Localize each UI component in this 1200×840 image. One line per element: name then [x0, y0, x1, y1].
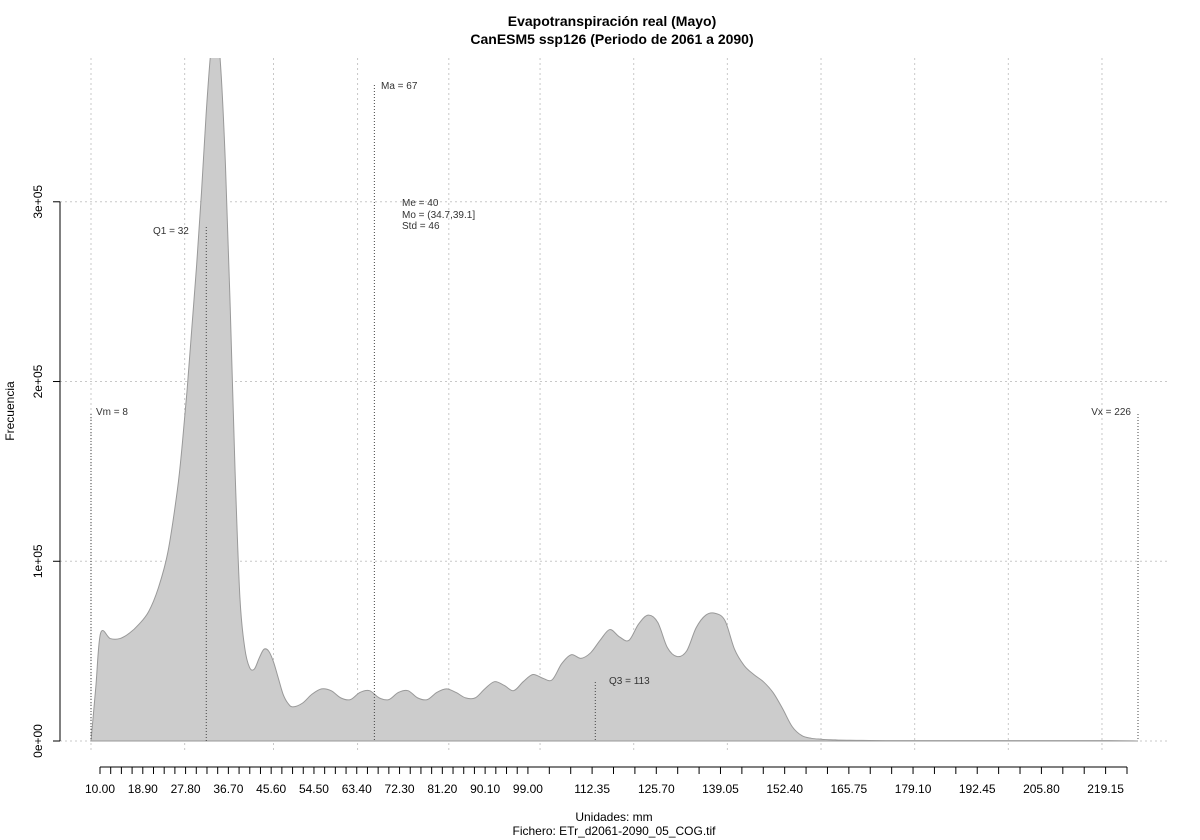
x-tick-label: 112.35 [574, 782, 610, 796]
x-tick-label: 90.10 [470, 782, 500, 796]
x-tick-label: 45.60 [256, 782, 286, 796]
y-tick-label: 2e+05 [31, 364, 45, 398]
statistic-lines [90, 85, 1139, 741]
x-tick-label: 205.80 [1023, 782, 1060, 796]
grid-lines [60, 58, 1170, 750]
ann-vx: Vx = 226 [1091, 407, 1131, 418]
ann-me: Me = 40 [402, 198, 439, 209]
density-area [90, 58, 1139, 742]
x-tick-label: 27.80 [171, 782, 201, 796]
x-tick-label: 192.45 [959, 782, 996, 796]
x-tick-label: 139.05 [702, 782, 739, 796]
y-tick-label: 1e+05 [31, 544, 45, 578]
x-tick-label: 165.75 [831, 782, 868, 796]
x-tick-label: 36.70 [213, 782, 243, 796]
x-tick-label: 99.00 [513, 782, 543, 796]
axes: 0e+00 1e+05 2e+05 3e+05 10.00 18.90 27.80 36.70… [31, 185, 1128, 796]
ann-q1: Q1 = 32 [153, 226, 189, 237]
chart-subtitle: CanESM5 ssp126 (Periodo de 2061 a 2090) [470, 31, 753, 47]
y-axis-label: Frecuencia [3, 381, 17, 441]
x-tick-label: 81.20 [427, 782, 457, 796]
ann-mo: Mo = (34.7,39.1] [402, 210, 475, 221]
chart-title: Evapotranspiración real (Mayo) [508, 13, 717, 29]
x-tick-label: 63.40 [342, 782, 372, 796]
ann-std: Std = 46 [402, 221, 440, 232]
ann-ma: Ma = 67 [381, 81, 418, 92]
x-tick-label: 54.50 [299, 782, 329, 796]
density-area-path [90, 58, 1139, 742]
x-tick-label: 18.90 [128, 782, 158, 796]
y-tick-label: 0e+00 [31, 724, 45, 758]
x-axis-label: Unidades: mm [575, 810, 652, 824]
x-tick-label: 10.00 [85, 782, 115, 796]
ann-vm: Vm = 8 [96, 407, 128, 418]
ann-q3: Q3 = 113 [609, 676, 650, 687]
footer-filename: Fichero: ETr_d2061-2090_05_COG.tif [513, 824, 717, 838]
x-tick-label: 179.10 [895, 782, 932, 796]
x-tick-label: 72.30 [385, 782, 415, 796]
y-tick-label: 3e+05 [31, 185, 45, 219]
x-tick-label: 125.70 [638, 782, 675, 796]
x-tick-label: 152.40 [766, 782, 803, 796]
x-tick-label: 219.15 [1087, 782, 1124, 796]
